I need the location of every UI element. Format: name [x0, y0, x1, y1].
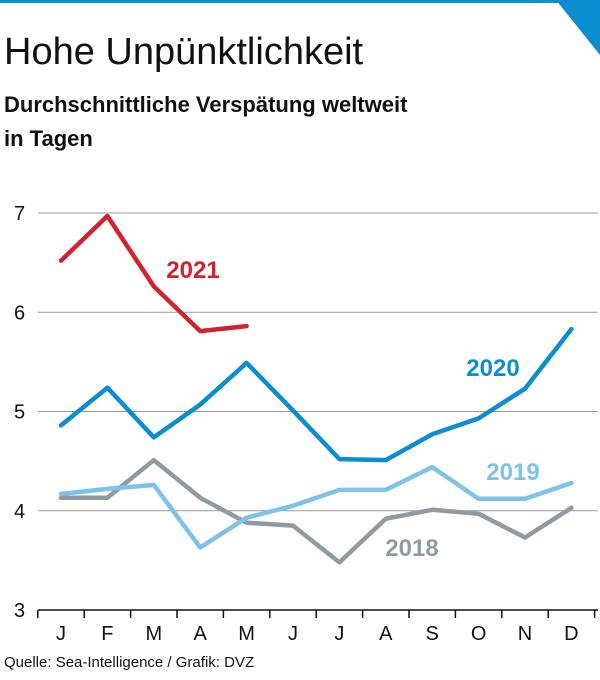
y-tick-label: 3: [14, 600, 25, 622]
line: [58, 213, 249, 334]
corner-triangle: [556, 0, 600, 55]
chart-subtitle: in Tagen: [4, 126, 93, 151]
x-tick-label: J: [334, 623, 344, 645]
line: [58, 326, 574, 463]
y-tick-label: 5: [14, 402, 25, 424]
x-tick-label: J: [288, 623, 298, 645]
x-tick-label: J: [56, 623, 66, 645]
x-tick-label: D: [564, 623, 578, 645]
y-tick-label: 6: [14, 302, 25, 324]
x-tick-label: A: [379, 623, 393, 645]
x-tick-label: N: [518, 623, 532, 645]
source: Quelle: Sea-Intelligence / Grafik: DVZ: [4, 654, 254, 671]
y-tick-label: 4: [14, 501, 25, 523]
y-tick-label: 7: [14, 203, 25, 225]
series-label: 2020: [466, 355, 519, 382]
x-tick-label: S: [426, 623, 439, 645]
line: [58, 464, 574, 550]
series-label: 2021: [166, 257, 219, 284]
chart-title: Hohe Unpünktlichkeit: [4, 31, 364, 73]
x-tick-label: O: [471, 623, 487, 645]
series-label: 2018: [385, 535, 438, 562]
chart-subtitle: Durchschnittliche Verspätung weltweit: [4, 92, 408, 117]
series-label: 2019: [486, 459, 539, 486]
x-tick-label: A: [194, 623, 208, 645]
x-tick-label: F: [101, 623, 113, 645]
x-tick-label: M: [145, 623, 162, 645]
line: [58, 457, 574, 565]
x-tick-label: M: [238, 623, 255, 645]
top-bar: [0, 0, 600, 3]
